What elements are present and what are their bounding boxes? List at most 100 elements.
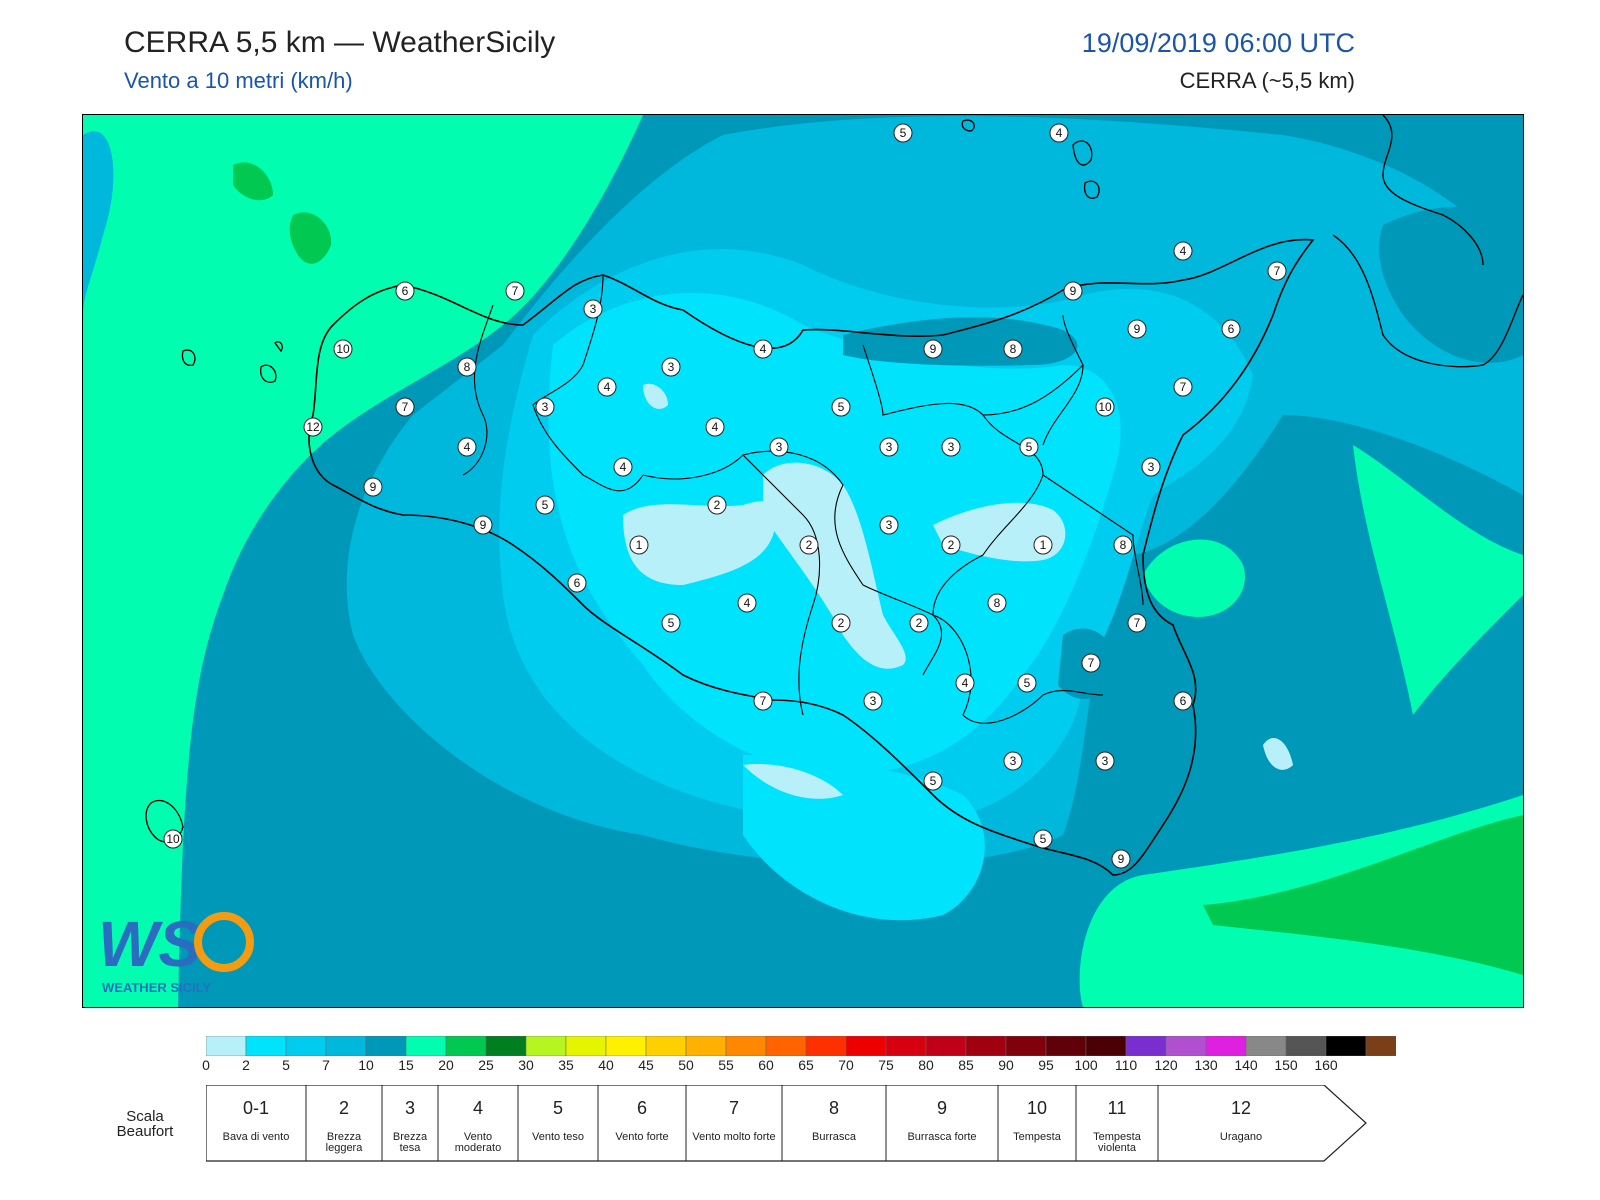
colorbar-swatch xyxy=(205,1035,247,1057)
station-value: 3 xyxy=(1148,460,1155,474)
station-marker: 3 xyxy=(583,299,603,319)
station-value: 7 xyxy=(512,284,519,298)
beaufort-description: Burrasca xyxy=(811,1131,857,1143)
colorbar-tick-label: 5 xyxy=(282,1057,290,1073)
station-marker: 5 xyxy=(923,771,943,791)
station-value: 10 xyxy=(166,832,180,846)
station-value: 7 xyxy=(1088,656,1095,670)
station-marker: 4 xyxy=(737,593,757,613)
station-value: 6 xyxy=(1228,322,1235,336)
station-marker: 3 xyxy=(661,357,681,377)
colorbar-swatch xyxy=(1165,1035,1207,1057)
station-value: 4 xyxy=(464,440,471,454)
aeolian-islands xyxy=(961,119,1100,199)
beaufort-number: 10 xyxy=(1026,1098,1048,1118)
colorbar-swatch xyxy=(365,1035,407,1057)
wind-band-0-2-c xyxy=(933,502,1066,562)
station-marker: 4 xyxy=(597,377,617,397)
colorbar-swatch xyxy=(845,1035,887,1057)
beaufort-description: Tempesta xyxy=(1013,1131,1061,1143)
station-value: 5 xyxy=(838,400,845,414)
province-boundaries xyxy=(462,274,1144,724)
station-value: 4 xyxy=(620,460,627,474)
station-marker: 3 xyxy=(535,397,555,417)
colorbar-tick-label: 45 xyxy=(638,1057,654,1073)
station-marker: 9 xyxy=(1127,319,1147,339)
station-marker: 3 xyxy=(769,437,789,457)
station-marker: 5 xyxy=(1033,829,1053,849)
colorbar-tick-label: 7 xyxy=(322,1057,330,1073)
beaufort-description: Brezza tesa xyxy=(392,1131,428,1154)
station-value: 9 xyxy=(930,342,937,356)
station-marker: 2 xyxy=(831,613,851,633)
colorbar-tick-label: 100 xyxy=(1074,1057,1098,1073)
station-marker: 8 xyxy=(1003,339,1023,359)
map-title: CERRA 5,5 km — WeatherSicily xyxy=(124,26,556,59)
colorbar-swatch xyxy=(445,1035,487,1057)
colorbar-swatch xyxy=(565,1035,607,1057)
beaufort-number: 8 xyxy=(828,1098,839,1118)
station-value: 2 xyxy=(806,538,813,552)
colorbar-tick-label: 65 xyxy=(798,1057,814,1073)
station-value: 5 xyxy=(542,498,549,512)
colorbar-tick-label: 55 xyxy=(718,1057,734,1073)
svg-text:WS: WS xyxy=(98,908,201,980)
colorbar-tick-label: 35 xyxy=(558,1057,574,1073)
station-value: 5 xyxy=(1024,676,1031,690)
station-marker: 3 xyxy=(863,691,883,711)
beaufort-description: Burrasca forte xyxy=(907,1131,977,1143)
station-marker: 2 xyxy=(799,535,819,555)
colorbar-swatch xyxy=(525,1035,567,1057)
station-marker: 3 xyxy=(879,437,899,457)
colorbar-tick-label: 120 xyxy=(1154,1057,1178,1073)
station-marker: 7 xyxy=(1127,613,1147,633)
station-marker: 7 xyxy=(753,691,773,711)
colorbar-tick-label: 10 xyxy=(358,1057,374,1073)
station-value: 9 xyxy=(370,480,377,494)
station-value: 5 xyxy=(1026,440,1033,454)
beaufort-number: 0-1 xyxy=(242,1098,269,1118)
colorbar-swatch xyxy=(1365,1035,1407,1057)
beaufort-number: 4 xyxy=(472,1098,483,1118)
egadi-islands xyxy=(181,341,283,383)
station-marker: 9 xyxy=(473,515,493,535)
station-value: 8 xyxy=(994,596,1001,610)
station-value: 2 xyxy=(916,616,923,630)
station-marker: 3 xyxy=(1095,751,1115,771)
map-subtitle: Vento a 10 metri (km/h) xyxy=(124,68,353,93)
beaufort-description: Vento forte xyxy=(615,1131,669,1143)
colorbar-swatch xyxy=(245,1035,287,1057)
station-marker: 10 xyxy=(163,829,183,849)
station-marker: 3 xyxy=(1141,457,1161,477)
station-value: 2 xyxy=(714,498,721,512)
colorbar-tick-label: 150 xyxy=(1274,1057,1298,1073)
station-marker: 8 xyxy=(987,593,1007,613)
colorbar-swatch xyxy=(1325,1035,1367,1057)
beaufort-description: Vento molto forte xyxy=(692,1131,776,1143)
colorbar-swatch xyxy=(1125,1035,1167,1057)
beaufort-number: 5 xyxy=(552,1098,563,1118)
station-value: 2 xyxy=(948,538,955,552)
wind-map: 5 4 4 7 6 7 3 10 8 9 9 6 9 8 4 3 4 7 3 5 7 12 4 4 3 3 3 5 10 4 9 5 2 3 3 9 1… xyxy=(82,114,1524,1008)
station-value: 6 xyxy=(1180,694,1187,708)
colorbar-swatch xyxy=(1245,1035,1287,1057)
colorbar-swatch xyxy=(925,1035,967,1057)
station-value: 7 xyxy=(1134,616,1141,630)
station-marker: 6 xyxy=(1173,691,1193,711)
wind-band-15-20-gulf xyxy=(1143,539,1245,617)
wind-band-20-25-se xyxy=(1203,815,1523,975)
station-value: 7 xyxy=(1274,264,1281,278)
wind-band-0-2-e xyxy=(743,764,843,799)
station-value: 3 xyxy=(668,360,675,374)
station-value: 3 xyxy=(542,400,549,414)
beaufort-number: 11 xyxy=(1107,1098,1127,1118)
station-value: 7 xyxy=(760,694,767,708)
beaufort-description: Vento moderato xyxy=(454,1131,502,1154)
station-marker: 5 xyxy=(535,495,555,515)
station-marker: 9 xyxy=(363,477,383,497)
colorbar-tick-label: 20 xyxy=(438,1057,454,1073)
colorbar-tick-label: 80 xyxy=(918,1057,934,1073)
colorbar-tick-label: 60 xyxy=(758,1057,774,1073)
colorbar-tick-label: 130 xyxy=(1194,1057,1218,1073)
